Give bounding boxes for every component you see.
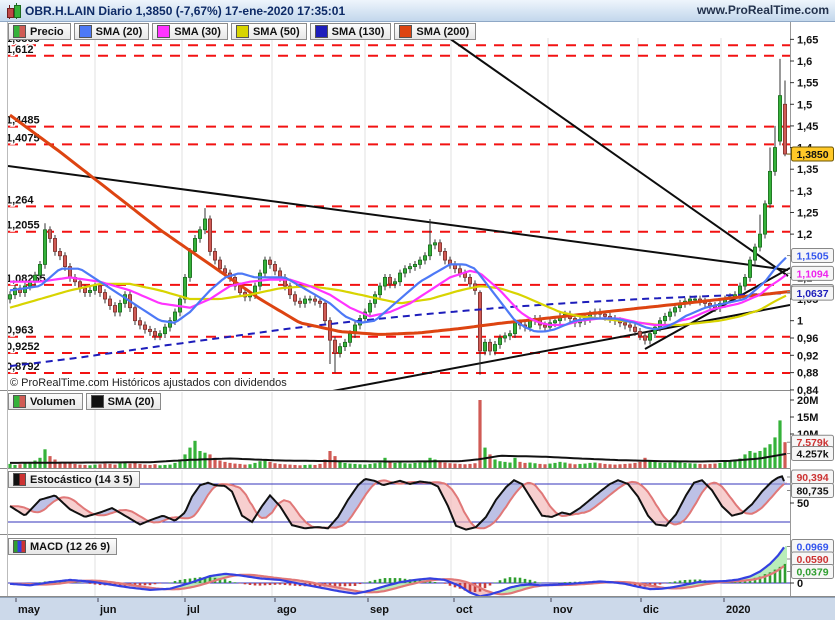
legend-label: SMA (30) [174,25,221,38]
svg-text:1,6365: 1,6365 [6,33,40,45]
svg-text:0,84: 0,84 [797,385,819,397]
price-legend: Precio SMA (20) SMA (30) SMA (50) SMA (1… [8,23,477,40]
svg-text:1,5: 1,5 [797,99,812,111]
month-label: ago [277,604,297,616]
time-axis[interactable]: may jun jul ago sep oct nov dic 2020 [0,597,835,620]
svg-text:50: 50 [797,498,809,510]
candlestick-icon [5,2,21,19]
stochastic-swatch-icon [13,473,26,486]
svg-text:0.0590: 0.0590 [796,554,828,566]
svg-text:1,1505: 1,1505 [796,251,828,263]
sma50-swatch-icon [235,25,249,38]
svg-text:15M: 15M [797,412,818,424]
month-label: jun [99,604,117,616]
legend-item-sma50[interactable]: SMA (50) [230,23,307,40]
svg-text:0,92: 0,92 [797,350,818,362]
volume-bars [8,400,787,468]
price-swatch-icon [13,25,26,38]
svg-text:0,963: 0,963 [6,325,34,337]
sma200-swatch-icon [399,25,413,38]
candles-layer [8,58,788,375]
svg-text:1,2055: 1,2055 [6,220,40,232]
month-label: dic [643,604,659,616]
sma20-swatch-icon [78,25,92,38]
svg-text:1,0637: 1,0637 [796,288,828,300]
macd-swatch-icon [13,540,26,553]
legend-label: SMA (20) [95,25,143,38]
stochastic-legend: Estocástico (14 3 5) [8,471,140,488]
legend-item-sma200[interactable]: SMA (200) [394,23,477,40]
month-label: sep [370,604,389,616]
legend-item-sma130[interactable]: SMA (130) [309,23,392,40]
legend-label: SMA (130) [331,25,385,38]
month-label: may [18,604,41,616]
sma30-swatch-icon [157,25,171,38]
svg-text:1,612: 1,612 [6,44,34,56]
month-label: 2020 [726,604,750,616]
macd-plot [8,545,790,597]
legend-item-sma20[interactable]: SMA (20) [73,23,150,40]
legend-label: SMA (20) [107,395,155,408]
prorealtime-link[interactable]: www.ProRealTime.com [696,3,829,17]
svg-text:1,35: 1,35 [797,164,818,176]
svg-text:1,45: 1,45 [797,121,818,133]
legend-label: Volumen [30,395,76,408]
svg-text:4.257k: 4.257k [796,449,828,461]
svg-text:1,3850: 1,3850 [796,149,828,161]
svg-text:0,9252: 0,9252 [6,341,40,353]
month-label: oct [456,604,473,616]
right-axis[interactable]: 1,651,61,551,51,451,41,351,31,251,21,151… [787,22,835,596]
month-label: jul [186,604,200,616]
legend-label: Estocástico (14 3 5) [30,473,133,486]
svg-text:0.0969: 0.0969 [796,542,828,554]
trend-lines [8,38,790,390]
volume-swatch-icon [13,395,26,408]
svg-text:1,25: 1,25 [797,207,818,219]
legend-item-sma30[interactable]: SMA (30) [152,23,228,40]
month-label: nov [553,604,573,616]
svg-text:1,3: 1,3 [797,186,812,198]
panel-borders [0,22,835,597]
svg-text:1,65: 1,65 [797,34,818,46]
legend-label: SMA (50) [252,25,300,38]
legend-item-estocastico[interactable]: Estocástico (14 3 5) [8,471,140,488]
title-bar: OBR.H.LAIN Diario 1,3850 (-7,67%) 17-ene… [0,0,835,22]
legend-label: Precio [30,25,64,38]
svg-text:0,0379: 0,0379 [796,567,828,579]
svg-text:1,55: 1,55 [797,78,818,90]
legend-item-precio[interactable]: Precio [8,23,71,40]
svg-text:1,264: 1,264 [6,194,34,206]
volume-sma-swatch-icon [90,395,104,408]
svg-text:20M: 20M [797,395,818,407]
legend-item-volumen[interactable]: Volumen [8,393,83,410]
svg-text:1,4075: 1,4075 [6,132,40,144]
svg-text:1,1094: 1,1094 [796,268,828,280]
svg-text:0,88: 0,88 [797,368,818,380]
legend-label: MACD (12 26 9) [30,540,111,553]
stochastic-plot [8,475,790,531]
svg-text:1,6: 1,6 [797,56,812,68]
svg-text:1: 1 [797,316,803,328]
volume-legend: Volumen SMA (20) [8,393,162,410]
sma130-swatch-icon [314,25,328,38]
legend-label: SMA (200) [416,25,470,38]
window-title: OBR.H.LAIN Diario 1,3850 (-7,67%) 17-ene… [25,3,346,18]
svg-text:1,2: 1,2 [797,229,812,241]
svg-text:0,8792: 0,8792 [6,361,40,373]
svg-text:0: 0 [797,578,803,590]
legend-item-volume-sma20[interactable]: SMA (20) [85,393,162,410]
copyright-note: © ProRealTime.com Históricos ajustados c… [10,377,287,389]
legend-item-macd[interactable]: MACD (12 26 9) [8,538,118,555]
macd-legend: MACD (12 26 9) [8,538,118,555]
svg-text:80,735: 80,735 [796,486,828,498]
svg-text:90,394: 90,394 [796,472,828,484]
moving-averages [9,113,790,368]
svg-text:0,96: 0,96 [797,333,818,345]
